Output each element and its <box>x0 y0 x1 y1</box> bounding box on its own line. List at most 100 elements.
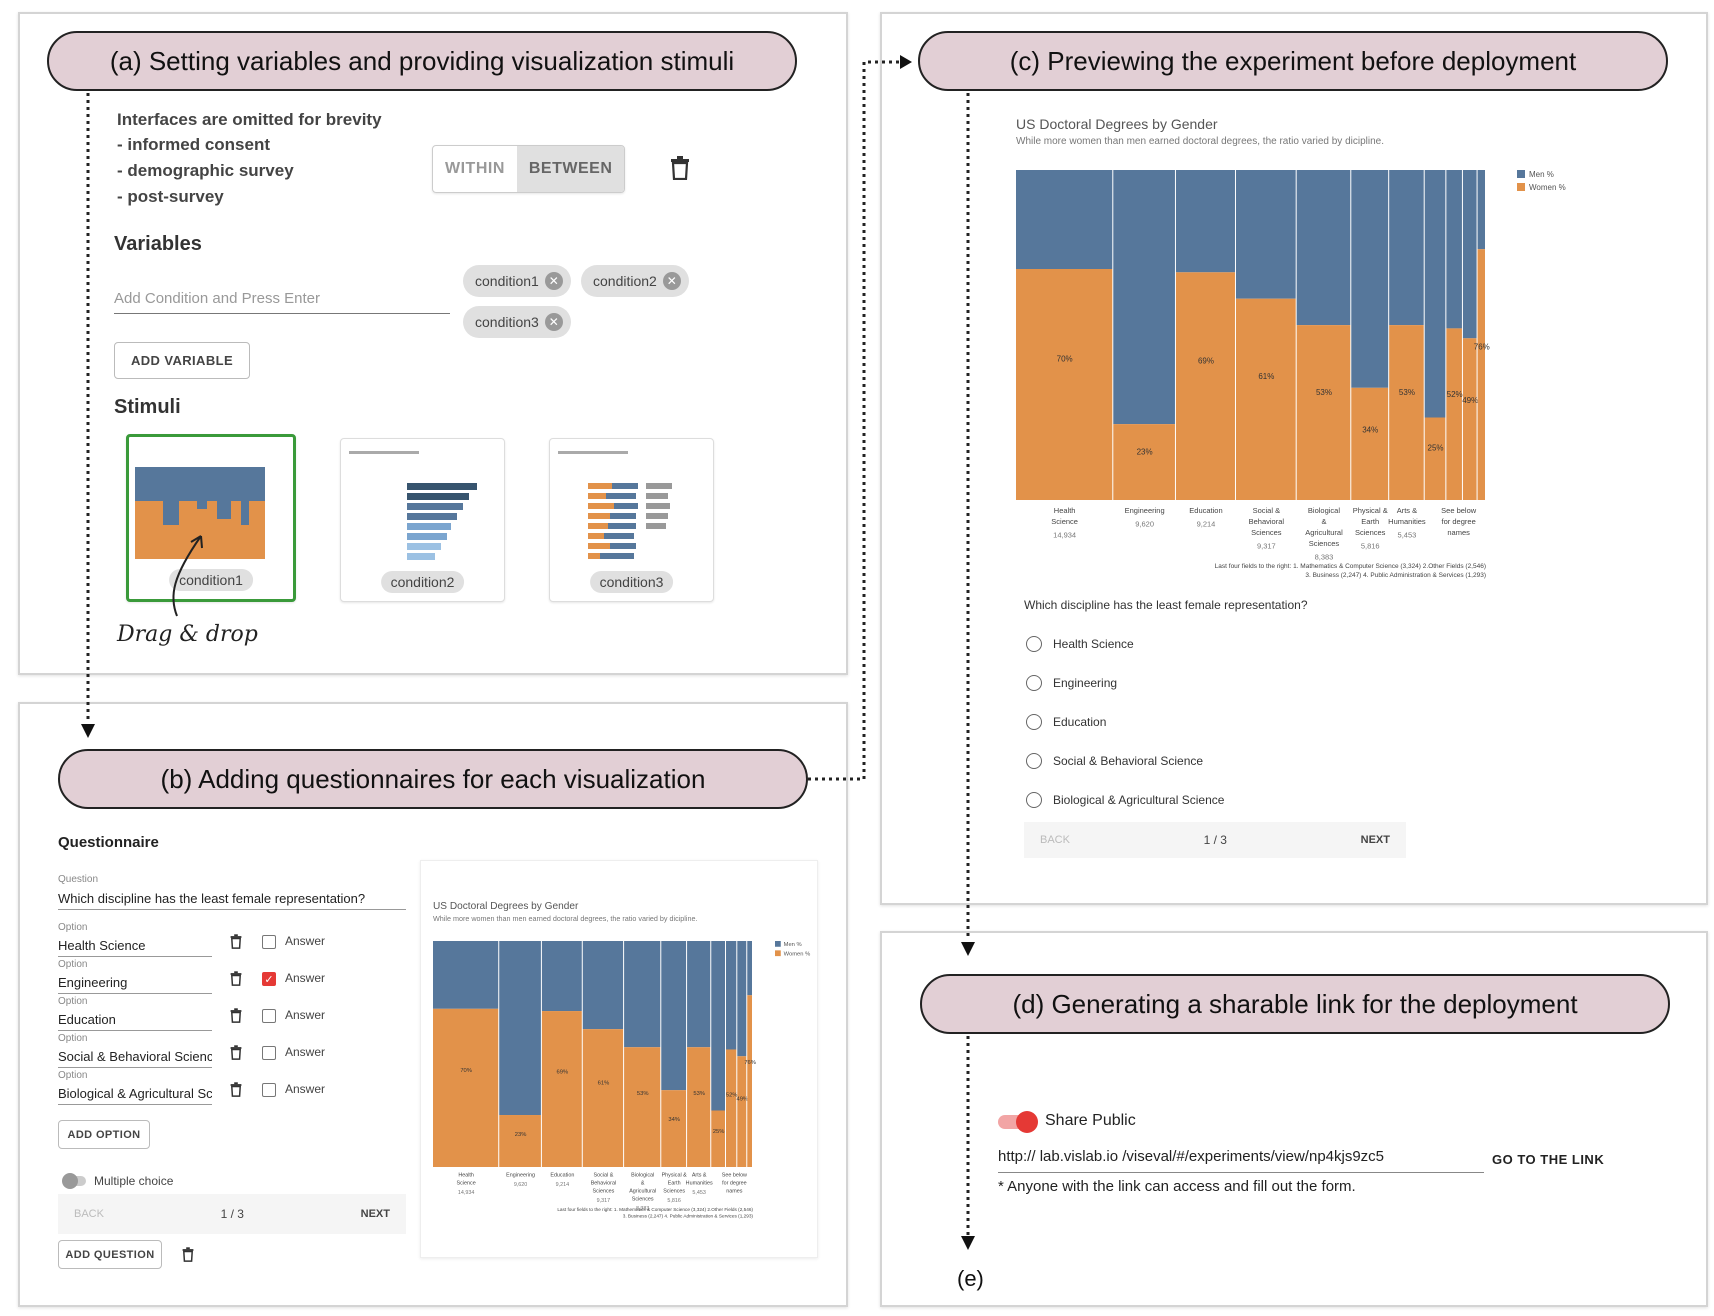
women-segment <box>1175 272 1235 500</box>
option-input[interactable]: Biological & Agricultural Sci <box>58 1086 212 1105</box>
question-input[interactable]: Which discipline has the least female re… <box>58 891 406 910</box>
trash-icon[interactable] <box>230 1082 242 1097</box>
men-segment <box>624 941 661 1048</box>
men-segment <box>687 941 711 1048</box>
category-total: 5,816 <box>1361 541 1380 550</box>
data-label: 76% <box>1474 343 1490 352</box>
condition-chip[interactable]: condition2 ✕ <box>581 265 689 297</box>
remove-icon[interactable]: ✕ <box>544 272 563 290</box>
data-label: 52% <box>726 1092 738 1098</box>
remove-icon[interactable]: ✕ <box>544 313 563 331</box>
condition-chip-label: condition2 <box>593 273 657 289</box>
radio-label: Education <box>1053 715 1107 729</box>
answer-checkbox[interactable] <box>262 1083 276 1097</box>
back-button[interactable]: BACK <box>74 1208 104 1220</box>
condition-chip[interactable]: condition1 ✕ <box>463 265 571 297</box>
option-input[interactable]: Engineering <box>58 975 212 994</box>
preview-nav: BACK 1 / 3 NEXT <box>1024 822 1406 858</box>
chart-footnote: Last four fields to the right: 1. Mathem… <box>1215 563 1486 570</box>
women-segment <box>726 1049 737 1167</box>
add-question-button[interactable]: ADD QUESTION <box>58 1240 162 1269</box>
between-toggle-button[interactable]: BETWEEN <box>516 146 625 192</box>
arrowhead <box>961 1236 975 1250</box>
trash-icon[interactable] <box>230 1045 242 1060</box>
answer-checkbox[interactable] <box>262 935 276 949</box>
stimulus-thumb[interactable]: condition2 <box>340 438 505 602</box>
men-segment <box>541 941 582 1012</box>
next-button[interactable]: NEXT <box>360 1208 390 1220</box>
share-note: * Anyone with the link can access and fi… <box>998 1178 1356 1195</box>
radio-button[interactable] <box>1026 714 1042 730</box>
stacked-mini-chart <box>558 451 672 559</box>
men-segment <box>1296 170 1351 326</box>
share-link-field[interactable]: http:// lab.vislab.io /viseval/#/experim… <box>998 1148 1484 1173</box>
radio-label: Engineering <box>1053 676 1118 690</box>
answer-checkbox[interactable] <box>262 1009 276 1023</box>
data-label: 70% <box>1057 354 1073 363</box>
women-segment <box>711 1110 726 1167</box>
data-label: 53% <box>1399 388 1415 397</box>
stimulus-thumb[interactable]: condition3 <box>549 438 714 602</box>
women-segment <box>541 1011 582 1167</box>
add-variable-button[interactable]: ADD VARIABLE <box>114 342 250 379</box>
category-total: 9,214 <box>556 1182 570 1188</box>
preview-chart-card: US Doctoral Degrees by Gender While more … <box>420 860 818 1258</box>
add-option-button[interactable]: ADD OPTION <box>58 1120 150 1149</box>
category-label: Humanities <box>686 1181 713 1187</box>
option-input[interactable]: Health Science <box>58 938 212 957</box>
option-input[interactable]: Education <box>58 1012 212 1031</box>
answer-checkbox[interactable]: ✓ <box>262 972 276 986</box>
category-total: 9,214 <box>1197 519 1216 528</box>
radio-button[interactable] <box>1026 792 1042 808</box>
within-toggle-button[interactable]: WITHIN <box>445 160 505 177</box>
omitted-note-item: - post-survey <box>117 187 224 206</box>
next-button[interactable]: NEXT <box>1360 834 1390 846</box>
men-segment <box>1477 170 1485 250</box>
questionnaire-heading: Questionnaire <box>58 834 159 851</box>
category-label: Health <box>458 1173 474 1179</box>
answer-checkbox[interactable] <box>262 1046 276 1060</box>
men-segment <box>1424 170 1446 418</box>
share-public-label: Share Public <box>1045 1112 1136 1129</box>
women-segment <box>1113 424 1175 500</box>
men-segment <box>711 941 726 1111</box>
category-total: 8,383 <box>1315 552 1334 561</box>
go-to-link-button[interactable]: GO TO THE LINK <box>1492 1152 1605 1167</box>
condition-input[interactable]: Add Condition and Press Enter <box>114 290 450 314</box>
remove-icon[interactable]: ✕ <box>662 272 681 290</box>
radio-label: Biological & Agricultural Science <box>1053 793 1225 807</box>
women-segment <box>582 1029 624 1167</box>
condition-chip[interactable]: condition3 ✕ <box>463 306 571 338</box>
category-total: 5,816 <box>667 1198 681 1204</box>
trash-icon[interactable] <box>670 156 690 180</box>
mekko-chart: US Doctoral Degrees by Gender While more … <box>1016 116 1566 579</box>
men-segment <box>1016 170 1113 269</box>
radio-button[interactable] <box>1026 636 1042 652</box>
radio-button[interactable] <box>1026 753 1042 769</box>
data-label: 69% <box>1198 356 1214 365</box>
option-input[interactable]: Social & Behavioral Science <box>58 1049 212 1068</box>
trash-icon[interactable] <box>182 1247 194 1262</box>
option-label: Option <box>58 1070 88 1081</box>
stimulus-thumb[interactable]: condition1 <box>126 434 296 602</box>
back-button[interactable]: BACK <box>1040 834 1070 846</box>
data-label: 23% <box>1137 447 1153 456</box>
category-label: Earth <box>668 1181 681 1187</box>
chart-subtitle: While more women than men earned doctora… <box>1016 136 1384 147</box>
women-segment <box>1446 328 1462 500</box>
chart-footnote: 3. Business (2,247) 4. Public Administra… <box>1305 572 1486 579</box>
radio-button[interactable] <box>1026 675 1042 691</box>
category-label: Biological <box>1308 506 1340 515</box>
women-segment <box>433 1008 499 1167</box>
legend-label: Women % <box>1529 183 1566 192</box>
trash-icon[interactable] <box>230 1008 242 1023</box>
trash-icon[interactable] <box>230 971 242 986</box>
switch-knob <box>62 1173 78 1189</box>
category-label: Social & <box>1253 506 1281 515</box>
men-segment <box>433 941 499 1009</box>
men-segment <box>1389 170 1424 326</box>
drag-arrow-icon <box>172 535 203 617</box>
women-segment <box>661 1090 687 1167</box>
trash-icon[interactable] <box>230 934 242 949</box>
women-segment <box>499 1115 541 1167</box>
